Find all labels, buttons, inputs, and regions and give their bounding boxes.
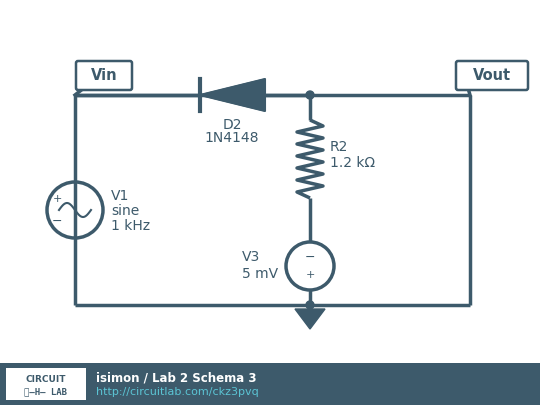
Text: V3: V3 [242,250,260,264]
Polygon shape [200,79,265,111]
Text: isimon / Lab 2 Schema 3: isimon / Lab 2 Schema 3 [96,371,256,384]
Text: +: + [305,270,315,280]
Text: −: − [305,251,315,264]
Circle shape [306,301,314,309]
Text: Vout: Vout [473,68,511,83]
Text: http://circuitlab.com/ckz3pvq: http://circuitlab.com/ckz3pvq [96,387,259,397]
FancyBboxPatch shape [456,61,528,90]
Bar [0,363,540,405]
Bar [6,368,86,400]
Text: V1: V1 [111,189,130,203]
Text: 1 kHz: 1 kHz [111,219,150,233]
Text: ∿—H— LAB: ∿—H— LAB [24,388,68,396]
Text: D2: D2 [222,118,242,132]
Text: R2: R2 [330,140,348,154]
Text: −: − [52,215,62,228]
Text: Vin: Vin [91,68,117,83]
Text: 1N4148: 1N4148 [205,131,259,145]
Text: 1.2 kΩ: 1.2 kΩ [330,156,375,170]
Text: sine: sine [111,204,139,218]
Text: CIRCUIT: CIRCUIT [26,375,66,384]
Text: +: + [52,194,62,204]
FancyBboxPatch shape [76,61,132,90]
Polygon shape [295,309,325,329]
Text: 5 mV: 5 mV [242,267,278,281]
Circle shape [306,91,314,99]
